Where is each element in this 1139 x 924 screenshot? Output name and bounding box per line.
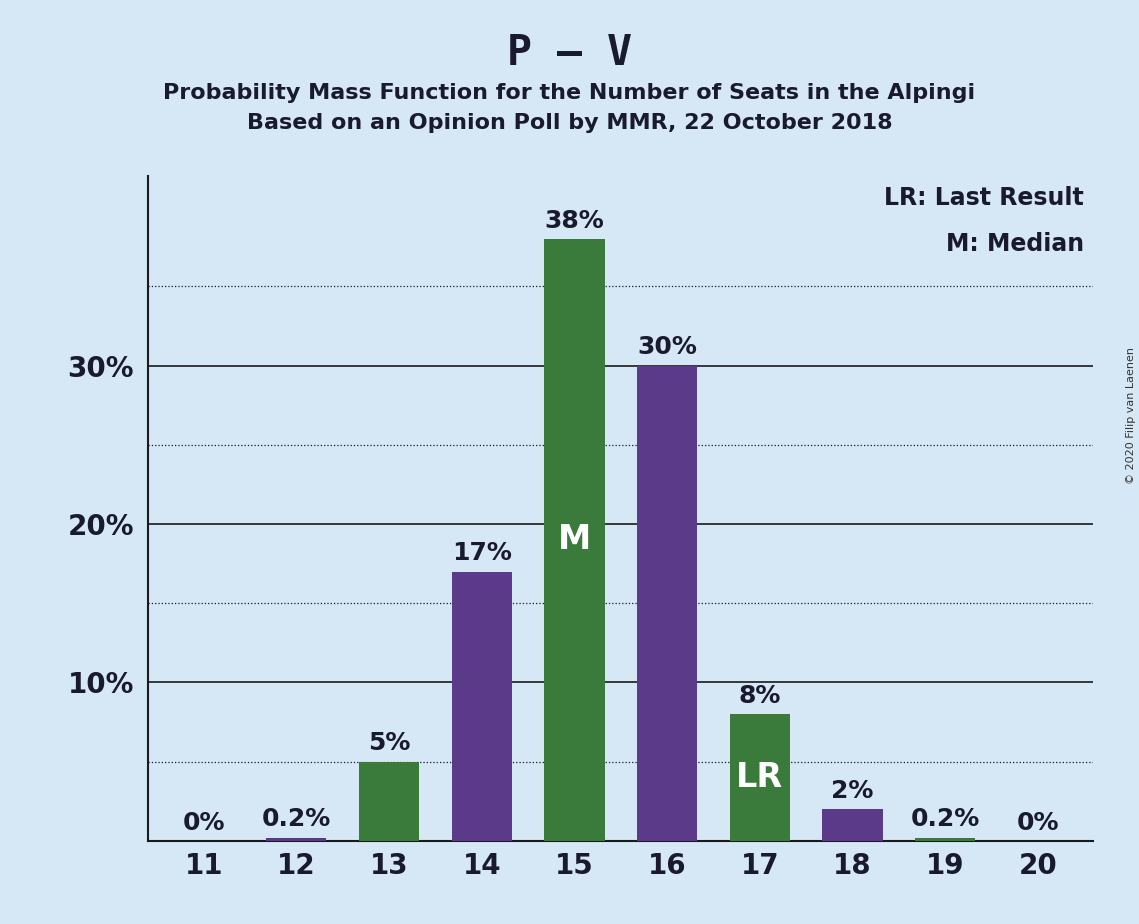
Text: M: Median: M: Median: [945, 232, 1084, 256]
Text: © 2020 Filip van Laenen: © 2020 Filip van Laenen: [1126, 347, 1136, 484]
Bar: [451, 572, 511, 841]
Text: 38%: 38%: [544, 209, 605, 233]
Bar: [637, 366, 697, 841]
Text: M: M: [558, 523, 591, 556]
Text: 0.2%: 0.2%: [910, 808, 980, 832]
Bar: [267, 838, 327, 841]
Bar: [730, 714, 790, 841]
Bar: [822, 809, 883, 841]
Text: 0.2%: 0.2%: [262, 808, 331, 832]
Text: 30%: 30%: [637, 335, 697, 359]
Text: 5%: 5%: [368, 731, 410, 755]
Text: Based on an Opinion Poll by MMR, 22 October 2018: Based on an Opinion Poll by MMR, 22 Octo…: [247, 113, 892, 133]
Text: Probability Mass Function for the Number of Seats in the Alpingi: Probability Mass Function for the Number…: [163, 83, 976, 103]
Bar: [544, 239, 605, 841]
Text: 0%: 0%: [182, 810, 224, 834]
Bar: [359, 761, 419, 841]
Text: 17%: 17%: [452, 541, 511, 565]
Text: 8%: 8%: [738, 684, 781, 708]
Bar: [915, 838, 975, 841]
Text: 0%: 0%: [1017, 810, 1059, 834]
Text: 2%: 2%: [831, 779, 874, 803]
Text: LR: LR: [736, 761, 784, 794]
Text: P – V: P – V: [507, 32, 632, 74]
Text: LR: Last Result: LR: Last Result: [884, 186, 1084, 210]
